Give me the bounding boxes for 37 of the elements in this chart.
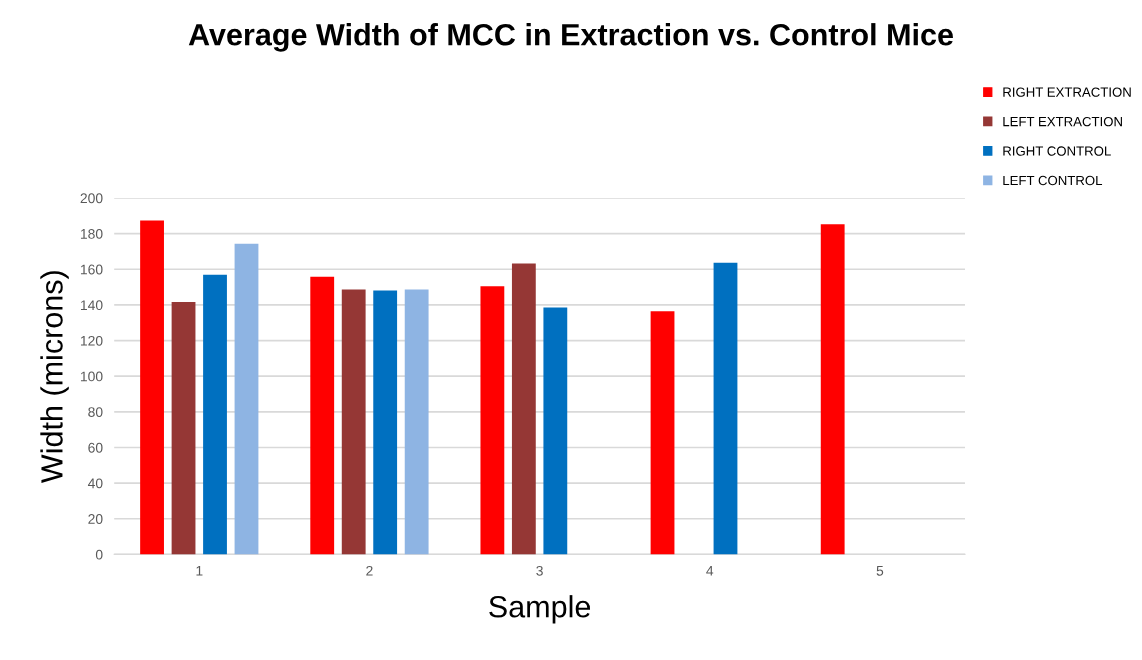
bar	[203, 274, 227, 555]
y-tick-label: 20	[88, 514, 103, 524]
bar	[140, 220, 164, 555]
bar	[234, 243, 259, 555]
x-tick-label: 4	[706, 566, 714, 576]
y-tick-label: 0	[95, 549, 103, 560]
bar	[650, 311, 675, 555]
x-tick-label: 5	[876, 566, 884, 576]
bar	[404, 289, 429, 555]
y-tick-label: 120	[80, 335, 103, 346]
chart-title: Average Width of MCC in Extraction vs. Control Mice	[188, 23, 953, 52]
x-axis-title: Sample	[489, 595, 591, 624]
y-tick-label: 80	[88, 407, 103, 418]
legend-label: RIGHT CONTROL	[1003, 146, 1111, 156]
x-tick-label: 3	[536, 565, 543, 576]
y-tick-label: 140	[80, 300, 103, 311]
bar	[543, 307, 568, 555]
bar	[820, 224, 845, 555]
bar	[480, 286, 505, 555]
y-tick-label: 160	[80, 264, 103, 275]
bar	[171, 301, 196, 555]
y-tick-label: 100	[80, 371, 103, 382]
y-tick-label: 40	[87, 478, 103, 489]
y-tick-label: 200	[80, 193, 103, 204]
legend-label: LEFT CONTROL	[1003, 175, 1103, 186]
x-tick-label: 2	[366, 565, 373, 576]
y-tick-label: 180	[80, 228, 103, 239]
bar	[713, 262, 738, 555]
bar	[310, 276, 335, 555]
y-axis-title: Width (microns)	[40, 271, 69, 484]
legend-label: RIGHT EXTRACTION	[1003, 87, 1131, 97]
bar	[341, 289, 366, 555]
x-tick-label: 1	[196, 566, 203, 576]
legend-label: LEFT EXTRACTION	[1003, 116, 1122, 127]
bar	[373, 290, 398, 555]
y-tick-label: 60	[88, 442, 103, 453]
bar	[511, 263, 536, 555]
